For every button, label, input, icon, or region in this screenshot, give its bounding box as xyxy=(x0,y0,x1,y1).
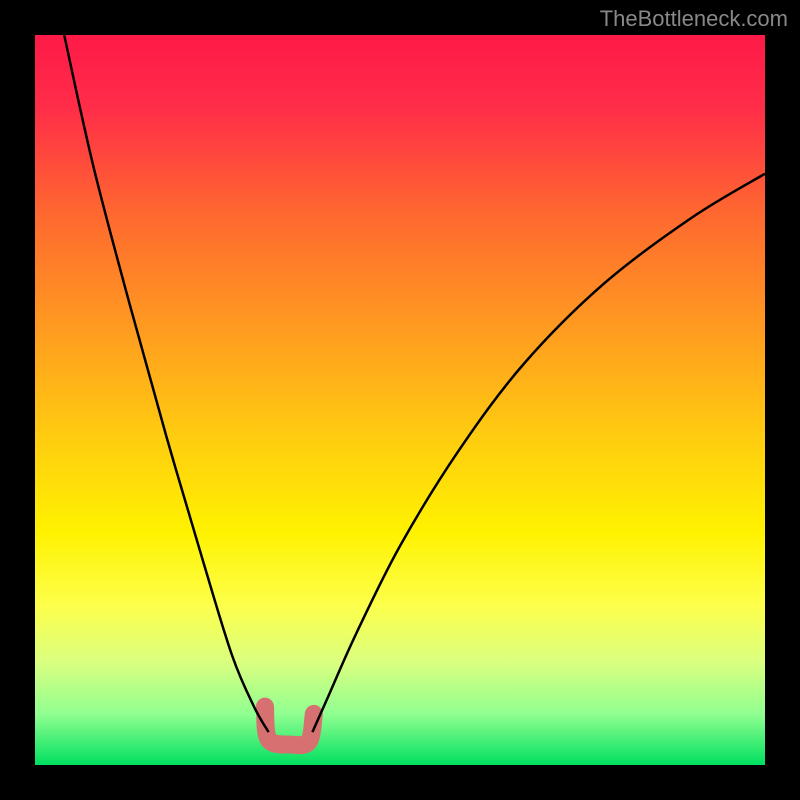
gradient-background xyxy=(35,35,765,765)
watermark-text: TheBottleneck.com xyxy=(600,6,788,32)
plot-area xyxy=(35,35,765,765)
